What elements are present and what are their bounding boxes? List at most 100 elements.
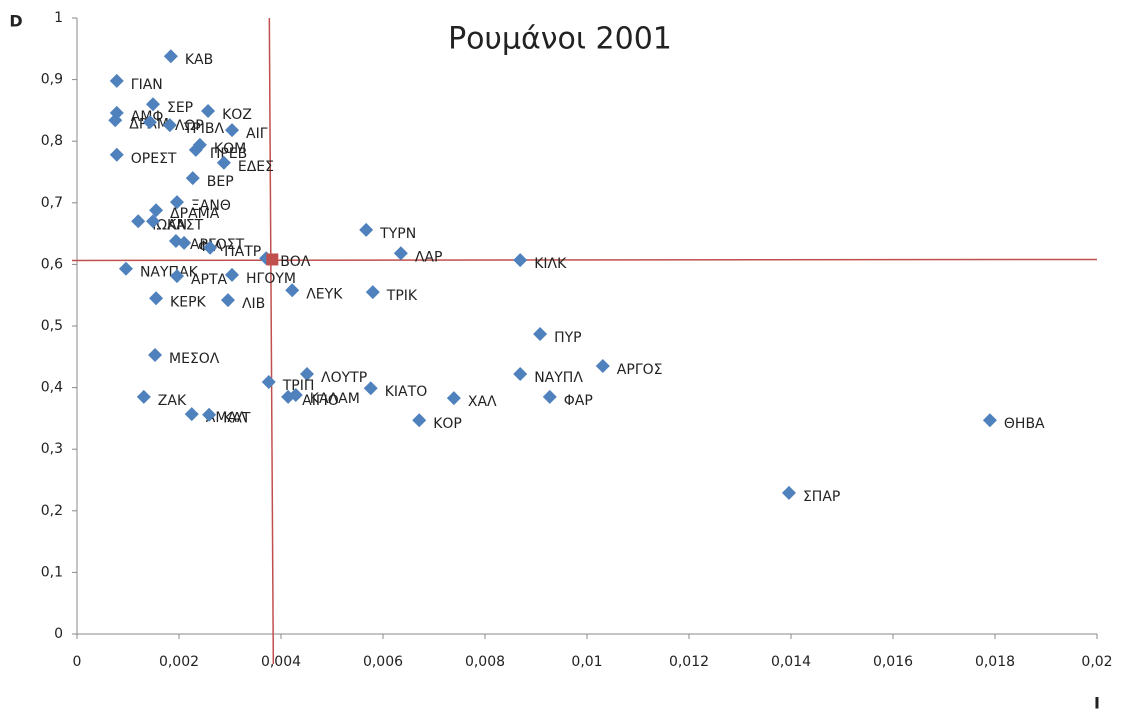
point-label: ΠΥΡ — [554, 330, 582, 346]
y-tick-label: 0 — [54, 626, 63, 642]
x-tick-label: 0,006 — [363, 654, 403, 670]
point — [108, 113, 123, 128]
point-label: ΛΙΒ — [242, 296, 265, 312]
x-tick-label: 0,004 — [261, 654, 301, 670]
point-label: ΞΑΝΘ — [191, 198, 231, 214]
point-label: ΚΙΛΚ — [534, 256, 567, 272]
point — [136, 389, 151, 404]
point-label: ΑΡΓΟΣΤ — [190, 237, 245, 253]
x-tick-label: 0,018 — [975, 654, 1015, 670]
point-label: ΔΡΑΜΑ — [170, 206, 220, 222]
point-label: ΚΙΑΤΟ — [385, 384, 427, 400]
point — [285, 283, 300, 298]
point-label: ΦΛΩΡ — [164, 118, 204, 134]
point — [145, 214, 160, 229]
x-tick-label: 0,02 — [1081, 654, 1112, 670]
point-label: ΠΑΤΡ — [224, 244, 261, 260]
y-tick-label: 0,4 — [41, 380, 63, 396]
point — [220, 293, 235, 308]
point — [188, 142, 203, 157]
point-label: ΚΑΒ — [185, 52, 213, 68]
point — [177, 235, 192, 250]
point — [185, 171, 200, 186]
point — [131, 214, 146, 229]
chart-title: Ρουμάνοι 2001 — [448, 22, 672, 57]
point-label: ΚΟΖ — [222, 107, 252, 123]
point-label: ΛΑΡ — [415, 249, 443, 265]
point — [363, 381, 378, 396]
point — [203, 240, 218, 255]
point — [261, 375, 276, 390]
point-label: ΝΑΥΠΛ — [534, 370, 583, 386]
point-label: ΑΜΑΛ — [206, 410, 247, 426]
x-tick-label: 0,014 — [771, 654, 811, 670]
point — [781, 485, 796, 500]
point — [149, 291, 164, 306]
mean-x-line — [268, 17, 275, 665]
point — [184, 407, 199, 422]
point-label: ΤΡΙΠ — [282, 378, 315, 394]
point — [982, 413, 997, 428]
point — [359, 222, 374, 237]
y-tick-label: 1 — [54, 10, 63, 26]
point — [225, 123, 240, 138]
point — [109, 73, 124, 88]
y-tick-label: 0,8 — [41, 133, 63, 149]
point-label: ΣΕΡ — [167, 100, 193, 116]
point-label: ΤΡΙΒΛ — [183, 121, 225, 137]
point — [216, 155, 231, 170]
point-label: ΛΕΥΚ — [306, 286, 343, 302]
point-label: ΕΔΕΣ — [238, 159, 274, 175]
point — [542, 389, 557, 404]
point-label: ΠΡΕΒ — [210, 146, 247, 162]
point-label: ΤΡΙΚ — [386, 288, 418, 304]
point-label: ΚΟΜ — [214, 141, 246, 157]
x-tick-label: 0,002 — [159, 654, 199, 670]
point-label: ΦΑΡ — [564, 393, 593, 409]
point-label: ΗΓΟΥΜ — [246, 271, 296, 287]
point — [118, 261, 133, 276]
x-tick-label: 0 — [73, 654, 82, 670]
point-label: ΚΑΛΑΜ — [310, 391, 360, 407]
x-tick-label: 0,012 — [669, 654, 709, 670]
y-tick-label: 0,5 — [41, 318, 63, 334]
point — [533, 327, 548, 342]
point — [142, 115, 157, 130]
x-tick-label: 0,01 — [571, 654, 602, 670]
point-label: ΒΟΛ — [280, 254, 311, 270]
y-tick-label: 0,1 — [41, 564, 63, 580]
point — [281, 389, 296, 404]
y-tick-label: 0,3 — [41, 441, 63, 457]
point — [446, 391, 461, 406]
x-tick-label: 0,008 — [465, 654, 505, 670]
point-label: ΤΥΡΝ — [379, 226, 416, 242]
point-label: ΣΠΑΡ — [803, 489, 840, 505]
mean-y-line — [71, 258, 1098, 262]
y-tick-label: 0,7 — [41, 195, 63, 211]
point — [201, 104, 216, 119]
point — [513, 253, 528, 268]
y-tick-label: 0,6 — [41, 256, 63, 272]
point — [109, 147, 124, 162]
y-axis-label: D — [9, 12, 22, 31]
point-label: ΙΩΑΝ — [152, 217, 187, 233]
point-label: ΚΕΡΚ — [170, 294, 206, 310]
point — [225, 267, 240, 282]
x-axis-label: I — [1094, 694, 1100, 713]
point — [149, 203, 164, 218]
point-label: ΖΑΚ — [158, 393, 187, 409]
point — [202, 407, 217, 422]
point-label: ΒΕΡ — [207, 174, 234, 190]
point — [513, 367, 528, 382]
point — [393, 246, 408, 261]
y-tick-label: 0,2 — [41, 503, 63, 519]
point-label: ΚΑΤ — [223, 411, 251, 427]
point-label: ΘΗΒΑ — [1004, 416, 1045, 432]
point-label: ΑΙΓΙΟ — [302, 393, 339, 409]
point-label: ΓΙΑΝ — [131, 77, 163, 93]
mean-point — [266, 253, 279, 266]
x-tick-label: 0,016 — [873, 654, 913, 670]
point-label: ΧΑΛ — [468, 394, 497, 410]
point — [412, 413, 427, 428]
